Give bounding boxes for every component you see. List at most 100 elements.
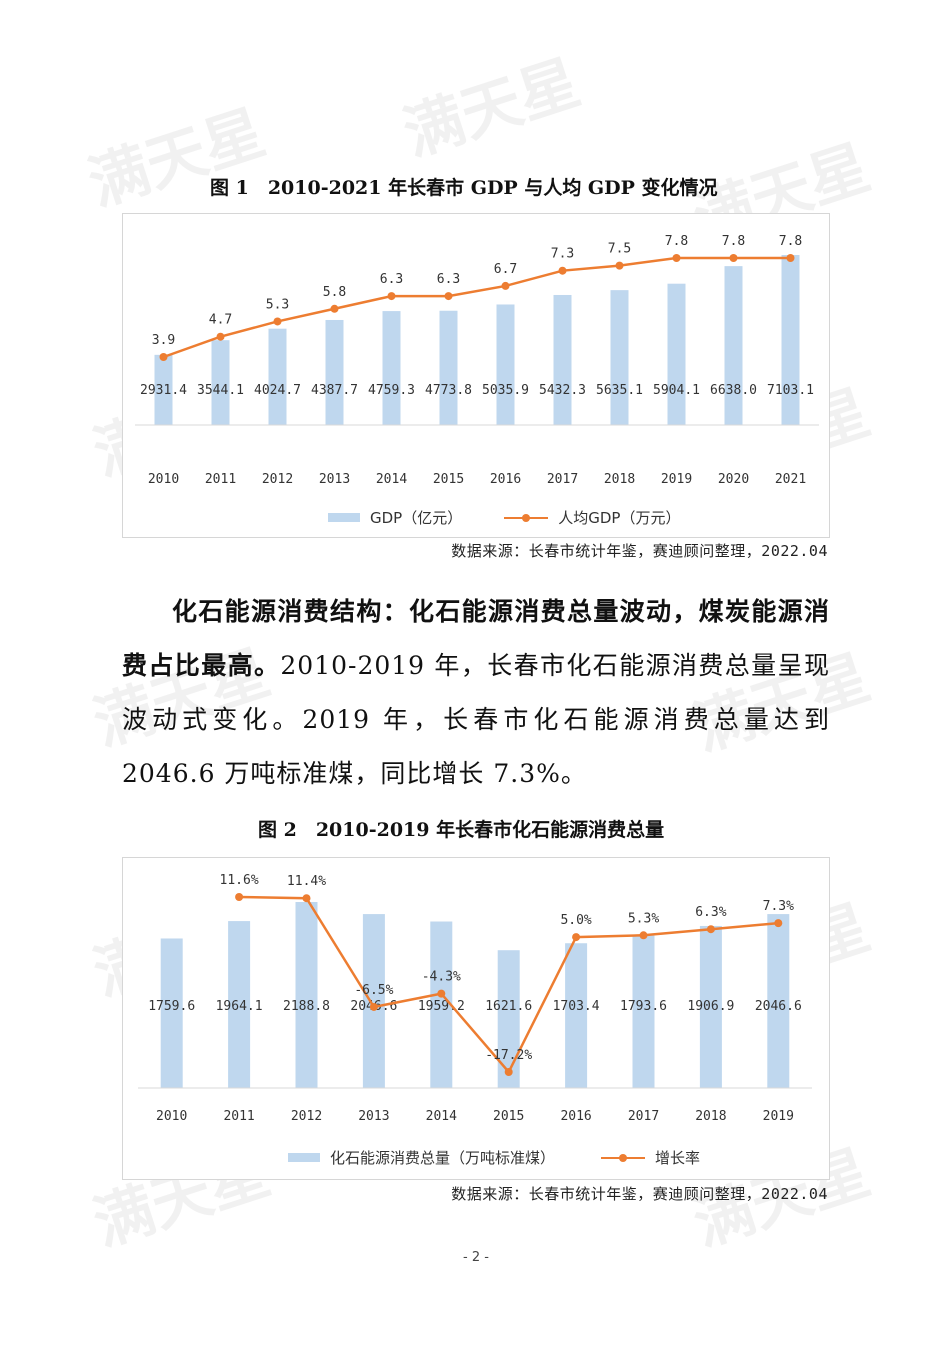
legend-bar-label: GDP（亿元） <box>370 509 463 527</box>
bar-value-label: 4759.3 <box>368 383 415 398</box>
figure1-legend: GDP（亿元） 人均GDP（万元） <box>328 507 680 528</box>
figure2-plot: 1759.6 1964.1 2188.8 2046.6 1959.2 1621.6 1703… <box>138 873 812 1124</box>
bar <box>565 943 588 1088</box>
bar-value-label: 5432.3 <box>539 383 586 398</box>
line-point <box>786 254 795 262</box>
bar-value-label: 5904.1 <box>653 383 700 398</box>
bar <box>497 950 520 1088</box>
line-value-label: 7.3% <box>763 899 794 914</box>
bar <box>439 310 458 425</box>
bar <box>724 266 743 425</box>
figure2-legend: 化石能源消费总量（万吨标准煤） 增长率 <box>288 1147 700 1168</box>
line-value-label: 7.8 <box>665 234 688 249</box>
x-tick-label: 2016 <box>490 472 521 487</box>
x-tick-label: 2019 <box>661 472 692 487</box>
bar-value-label: 1959.2 <box>418 999 465 1014</box>
bar-value-label: 2931.4 <box>140 383 187 398</box>
line-point <box>558 266 567 275</box>
line-point <box>672 254 681 262</box>
line-point <box>501 281 510 290</box>
bar <box>382 311 401 425</box>
paragraph-text: 2010-2019 年，长春市化石能源消费总量呈现波动式变化。2019 年，长春… <box>122 651 830 788</box>
bar <box>160 938 183 1088</box>
bar <box>632 935 655 1088</box>
line-point <box>706 925 715 934</box>
legend-bar-label: 化石能源消费总量（万吨标准煤） <box>330 1149 556 1167</box>
series-line <box>163 256 791 359</box>
x-tick-label: 2016 <box>560 1109 591 1124</box>
x-tick-label: 2019 <box>763 1109 794 1124</box>
legend-line-label: 人均GDP（万元） <box>558 509 681 527</box>
legend-line-label: 增长率 <box>655 1149 701 1167</box>
line-value-label: 6.3 <box>437 272 460 287</box>
x-tick-label: 2018 <box>695 1109 726 1124</box>
x-tick-label: 2011 <box>223 1109 254 1124</box>
line-point <box>639 931 648 940</box>
line-value-label: 6.3 <box>380 272 403 287</box>
line-point <box>615 261 624 270</box>
watermark: 满天星 <box>395 47 589 170</box>
figure1-chart: 2931.4 3544.1 4024.7 4387.7 4759.3 4773.8 5035… <box>122 213 830 538</box>
bar-value-label: 1703.4 <box>553 999 600 1014</box>
line-value-label: 5.0% <box>560 913 591 928</box>
line-value-label: 6.3% <box>695 905 726 920</box>
bar <box>228 921 251 1088</box>
bar <box>154 354 173 425</box>
legend-bar-swatch <box>288 1153 320 1162</box>
line-value-label: 11.6% <box>220 873 259 888</box>
line-value-label: -6.5% <box>354 983 393 998</box>
bar-value-label: 5035.9 <box>482 383 529 398</box>
x-tick-label: 2018 <box>604 472 635 487</box>
bar-value-label: 4387.7 <box>311 383 358 398</box>
bar-value-label: 1906.9 <box>687 999 734 1014</box>
line-point <box>235 893 244 901</box>
line-point <box>387 292 396 301</box>
line-point <box>774 919 783 928</box>
x-tick-label: 2013 <box>319 472 350 487</box>
figure1-plot: 2931.4 3544.1 4024.7 4387.7 4759.3 4773.8 5035… <box>135 234 819 487</box>
figure2-chart: 1759.6 1964.1 2188.8 2046.6 1959.2 1621.6 1703… <box>122 857 830 1180</box>
x-tick-label: 2017 <box>547 472 578 487</box>
line-value-label: -4.3% <box>422 970 461 985</box>
bar <box>362 914 385 1088</box>
line-point <box>572 933 581 942</box>
bar <box>211 340 230 425</box>
line-value-label: 11.4% <box>287 874 326 889</box>
bar-value-label: 3544.1 <box>197 383 244 398</box>
watermark: 满天星 <box>80 97 274 220</box>
bar <box>496 304 515 425</box>
line-point <box>437 989 446 998</box>
x-tick-label: 2012 <box>291 1109 322 1124</box>
bar-value-label: 7103.1 <box>767 383 814 398</box>
x-tick-label: 2014 <box>426 1109 457 1124</box>
line-value-label: 7.3 <box>551 247 574 262</box>
bar-value-label: 4773.8 <box>425 383 472 398</box>
x-tick-label: 2017 <box>628 1109 659 1124</box>
line-point <box>273 317 282 326</box>
bar-value-label: 2046.6 <box>755 999 802 1014</box>
bar <box>781 255 800 425</box>
line-value-label: 6.7 <box>494 262 517 277</box>
bar <box>268 328 287 425</box>
line-value-label: 5.8 <box>323 285 346 300</box>
bar <box>767 914 790 1088</box>
bar <box>430 921 453 1088</box>
bar-value-label: 1621.6 <box>485 999 532 1014</box>
bar <box>610 290 629 425</box>
x-tick-label: 2011 <box>205 472 236 487</box>
line-value-label: 5.3% <box>628 911 659 926</box>
line-value-label: 7.8 <box>779 234 802 249</box>
line-value-label: -17.2% <box>485 1048 532 1063</box>
bar-value-label: 4024.7 <box>254 383 301 398</box>
line-value-label: 7.8 <box>722 234 745 249</box>
x-tick-label: 2021 <box>775 472 806 487</box>
line-point <box>216 332 225 341</box>
bar <box>667 283 686 425</box>
bar-value-label: 6638.0 <box>710 383 757 398</box>
line-point <box>369 1002 378 1011</box>
bar <box>553 294 572 425</box>
bar <box>295 902 318 1088</box>
line-point <box>504 1068 513 1076</box>
bar-value-label: 1793.6 <box>620 999 667 1014</box>
line-point <box>159 353 168 361</box>
